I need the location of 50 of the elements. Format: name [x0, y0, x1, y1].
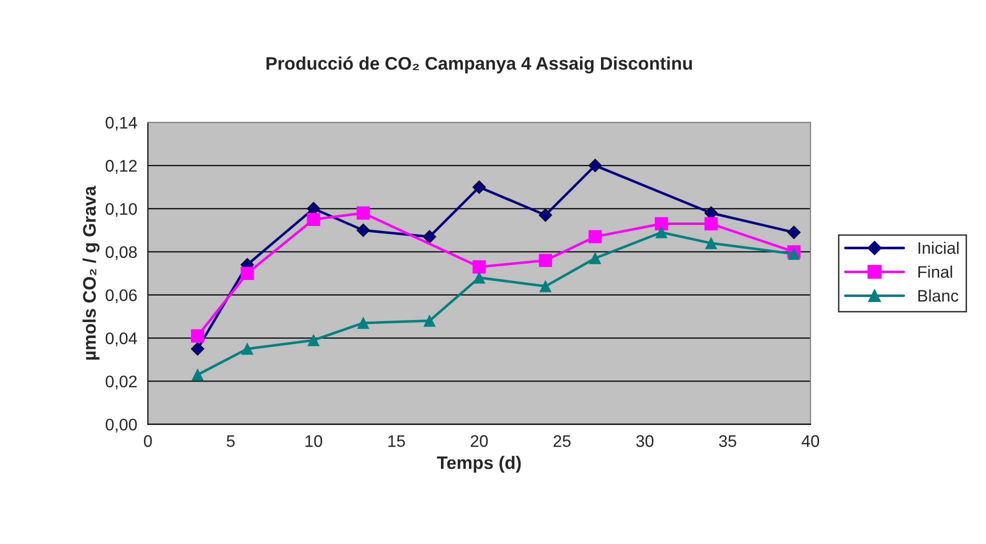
point: [192, 368, 204, 381]
point: [588, 230, 602, 244]
point: [538, 254, 552, 268]
point: [240, 266, 254, 280]
point: [654, 217, 668, 230]
point: [787, 226, 801, 240]
point: [588, 158, 602, 172]
legend-label: Final: [918, 266, 952, 278]
point: [357, 317, 370, 329]
y-tick-label: 0,14: [106, 116, 137, 131]
y-tick-label: 0,04: [106, 332, 137, 346]
y-tick-label: 0,00: [106, 418, 137, 432]
x-tick-label: 15: [388, 435, 405, 447]
point: [788, 248, 800, 260]
x-tick-label: 35: [719, 435, 736, 447]
point: [704, 217, 718, 230]
point: [589, 252, 602, 264]
point: [472, 180, 486, 194]
legend-label: Inicial: [918, 242, 959, 254]
y-tick-label: 0,06: [106, 289, 137, 304]
point: [422, 230, 436, 244]
chart-title: Producció de CO₂ Campanya 4 Assaig Discontinu: [266, 56, 692, 74]
point: [424, 314, 436, 327]
x-tick-label: 20: [470, 435, 488, 447]
y-tick-label: 0,02: [106, 376, 137, 390]
point: [356, 223, 370, 237]
x-tick-label: 5: [226, 435, 235, 447]
point: [241, 342, 254, 355]
point: [705, 237, 718, 250]
point: [538, 208, 552, 222]
point: [308, 334, 320, 346]
x-tick-label: 10: [306, 435, 322, 447]
legend-label: Blanc: [918, 289, 958, 302]
point: [472, 260, 486, 274]
y-tick-label: 0,08: [106, 246, 137, 260]
point: [473, 272, 486, 284]
y-axis-title: µmols CO₂ / g Grava: [82, 186, 100, 360]
x-tick-label: 30: [636, 435, 654, 447]
point: [306, 212, 320, 226]
point: [190, 342, 204, 356]
point: [356, 206, 370, 220]
point: [656, 226, 668, 238]
y-tick-label: 0,12: [106, 160, 137, 174]
x-tick-label: 25: [554, 435, 571, 447]
point: [540, 280, 552, 292]
x-axis-title: Temps (d): [436, 456, 521, 473]
x-tick-label: 0: [144, 435, 152, 447]
y-tick-label: 0,10: [106, 203, 137, 217]
point: [190, 329, 204, 342]
x-tick-label: 40: [802, 435, 820, 447]
